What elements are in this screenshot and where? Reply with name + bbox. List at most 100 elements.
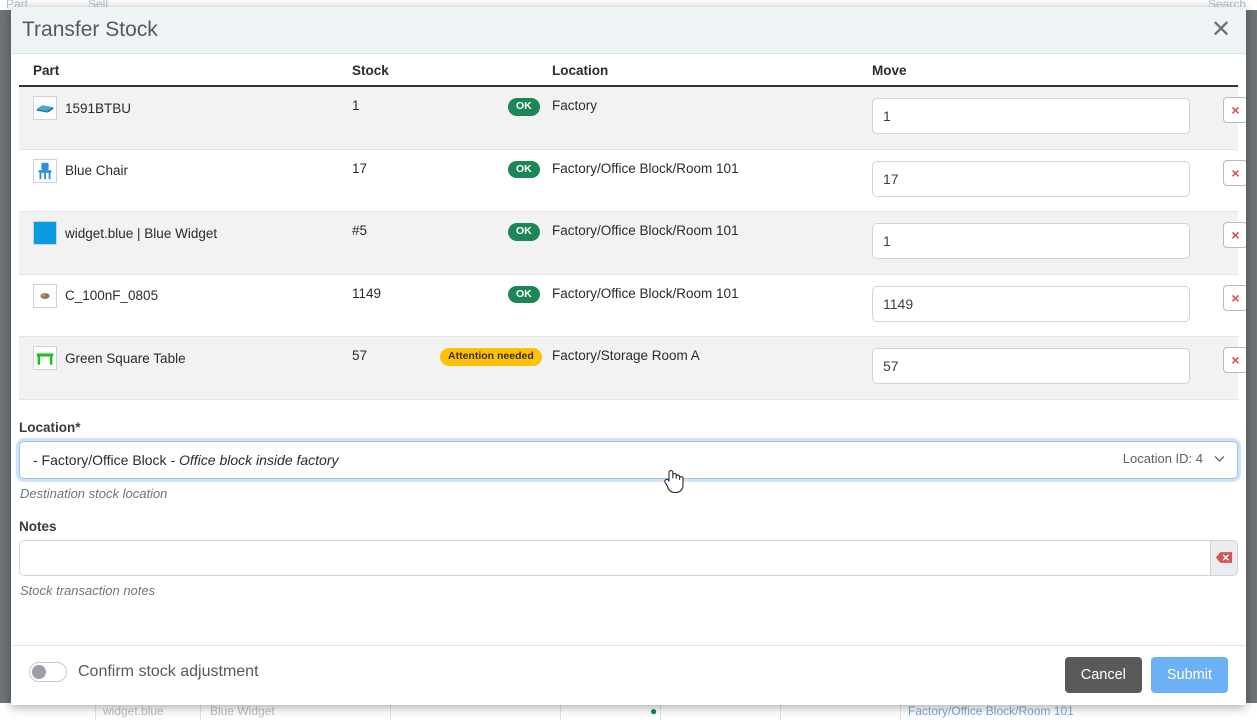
part-cell: C_100nF_0805 [33, 283, 159, 308]
move-cell [872, 98, 1190, 134]
part-cell: Blue Chair [33, 158, 129, 183]
background-fragment-part: Part [6, 0, 29, 10]
dialog-action-buttons: Cancel Submit [1064, 657, 1228, 693]
table-row: 1591BTBU 1 OK Factory × [19, 87, 1246, 150]
background-divider [900, 703, 901, 720]
background-divider [780, 703, 781, 720]
stock-value: 1 [352, 98, 360, 113]
confirm-stock-adjustment-row: Confirm stock adjustment [29, 662, 259, 682]
blue-box-thumbnail [33, 96, 57, 120]
move-cell [872, 160, 1190, 197]
table-row: C_100nF_0805 1149 OK Factory/Office Bloc… [19, 274, 1246, 337]
status-badge: OK [508, 221, 540, 241]
remove-row-button[interactable]: × [1223, 347, 1246, 373]
location-value: Factory/Office Block/Room 101 [552, 223, 739, 238]
close-icon[interactable]: ✕ [1204, 13, 1238, 47]
move-quantity-input[interactable] [872, 285, 1190, 322]
part-name: Blue Chair [65, 163, 129, 178]
table-row: widget.blue | Blue Widget #5 OK Factory/… [19, 212, 1246, 275]
background-divider [660, 703, 661, 720]
stock-value: #5 [352, 223, 368, 238]
location-value: Factory [552, 98, 598, 113]
part-cell: 1591BTBU [33, 96, 131, 120]
part-cell: Green Square Table [33, 346, 186, 370]
stock-value: 17 [352, 160, 368, 176]
remove-row-button[interactable]: × [1223, 284, 1246, 311]
status-badge-label: OK [508, 285, 540, 304]
background-divider [200, 703, 201, 720]
status-badge-label: Attention needed [440, 348, 542, 366]
capacitor-thumbnail [33, 283, 57, 308]
notes-input-wrapper [19, 539, 1238, 576]
background-fragment-sell: Sell [88, 0, 109, 10]
column-header-stock: Stock [352, 63, 389, 78]
move-quantity-input[interactable] [872, 98, 1190, 134]
location-value-description: Office block inside factory [179, 451, 339, 468]
notes-input[interactable] [19, 539, 1210, 576]
notes-help-text: Stock transaction notes [20, 582, 156, 598]
move-cell [872, 285, 1190, 322]
transfer-stock-dialog: Transfer Stock ✕ Part Stock Location Mov… [11, 7, 1246, 705]
table-row: Blue Chair 17 OK Factory/Office Block/Ro… [19, 149, 1246, 212]
background-page-bottom-strip: widget.blue Blue Widget Factory/Office B… [0, 703, 1257, 720]
background-divider [95, 703, 96, 720]
status-badge: OK [508, 96, 540, 116]
cancel-button[interactable]: Cancel [1064, 657, 1142, 693]
background-ok-badge-ghost: ● [650, 704, 658, 718]
transfer-items-table: Part Stock Location Move 1591BTBU 1 [19, 54, 1246, 400]
move-cell [872, 223, 1190, 259]
column-header-move: Move [872, 63, 907, 78]
dialog-title: Transfer Stock [22, 18, 158, 41]
background-fragment-widget-name: Blue Widget [210, 704, 275, 718]
location-selected-value: - Factory/Office Block - Office block in… [20, 452, 339, 468]
status-badge-label: OK [508, 223, 540, 241]
background-page-top-strip: Part Sell Search [0, 0, 1257, 10]
move-quantity-input[interactable] [872, 348, 1190, 384]
status-badge-label: OK [508, 98, 540, 116]
move-cell [872, 348, 1190, 384]
remove-row-button[interactable]: × [1223, 159, 1246, 186]
location-value: Factory/Office Block/Room 101 [552, 160, 739, 176]
part-name: 1591BTBU [65, 100, 132, 116]
location-help-text: Destination stock location [20, 485, 168, 501]
confirm-stock-adjustment-label: Confirm stock adjustment [78, 663, 259, 680]
background-divider [390, 703, 391, 720]
chevron-down-icon[interactable] [1213, 452, 1226, 465]
submit-button[interactable]: Submit [1150, 657, 1228, 693]
part-name: C_100nF_0805 [65, 288, 159, 303]
status-badge: Attention needed [440, 346, 542, 366]
column-header-part: Part [33, 63, 60, 78]
remove-row-button[interactable]: × [1223, 222, 1246, 248]
location-select[interactable]: - Factory/Office Block - Office block in… [19, 440, 1238, 479]
notes-field-group: Notes Stock transaction notes [19, 519, 1238, 598]
part-cell: widget.blue | Blue Widget [33, 221, 217, 245]
backspace-clear-icon[interactable] [1210, 539, 1238, 576]
table-row: Green Square Table 57 Attention needed F… [19, 337, 1246, 400]
background-divider [560, 703, 561, 720]
column-header-location: Location [552, 63, 609, 78]
location-field-label: Location* [19, 419, 81, 435]
table-header-row: Part Stock Location Move [19, 54, 1238, 87]
move-quantity-input[interactable] [872, 223, 1190, 259]
background-fragment-widget-pk: widget.blue [103, 704, 164, 718]
status-badge: OK [508, 284, 540, 304]
green-table-thumbnail [33, 346, 57, 370]
blue-chair-thumbnail [33, 158, 57, 183]
location-value: Factory/Storage Room A [552, 348, 700, 363]
part-name: widget.blue | Blue Widget [65, 225, 218, 241]
stock-value: 57 [352, 348, 368, 363]
dialog-footer: Confirm stock adjustment Cancel Submit [11, 645, 1246, 705]
background-fragment-search: Search [1208, 0, 1247, 10]
location-field-group: Location* - Factory/Office Block - Offic… [19, 420, 1238, 501]
remove-row-button[interactable]: × [1223, 97, 1246, 123]
confirm-stock-adjustment-toggle[interactable] [29, 662, 67, 682]
move-quantity-input[interactable] [872, 160, 1190, 197]
stock-value: 1149 [352, 285, 382, 301]
dialog-body: Part Stock Location Move 1591BTBU 1 [11, 54, 1246, 598]
location-value: Factory/Office Block/Room 101 [552, 285, 739, 301]
blue-square-thumbnail [33, 221, 57, 245]
notes-field-label: Notes [19, 518, 57, 534]
status-badge-label: OK [508, 160, 540, 179]
status-badge: OK [508, 159, 540, 179]
dialog-header: Transfer Stock ✕ [11, 7, 1246, 54]
